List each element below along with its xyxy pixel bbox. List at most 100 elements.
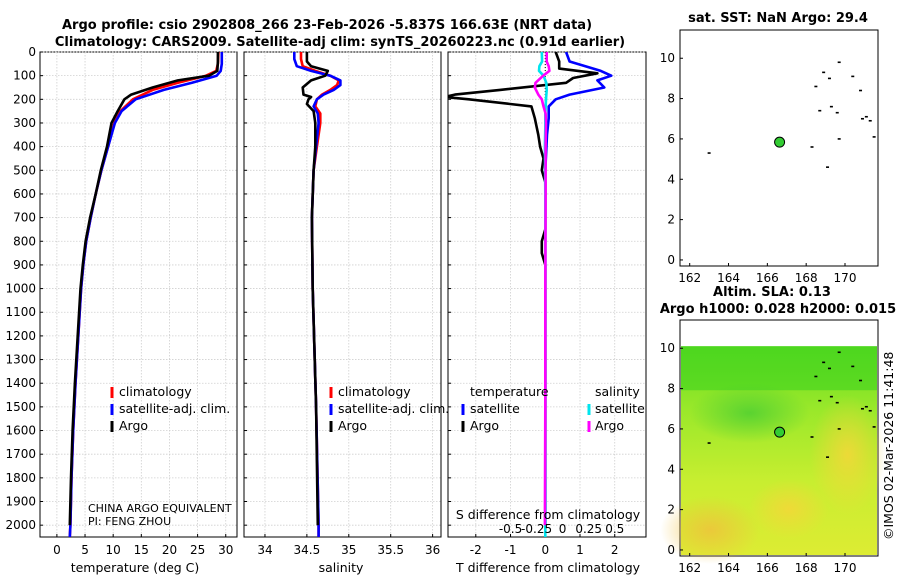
map-x-tick-label: 162 [678, 271, 701, 285]
depth-tick-label: 2000 [5, 518, 36, 532]
sst-map-ticks: 162 164 166 168 170 0 2 4 6 8 10 [660, 51, 857, 285]
salinity-legend: climatology satellite-adj. clim. Argo [329, 384, 449, 433]
x-tick-label: 30 [218, 543, 233, 557]
x-tick-label: 36 [425, 543, 440, 557]
legend-label-climatology: climatology [338, 384, 411, 399]
depth-tick-label: 1700 [5, 447, 36, 461]
sst-map-axes [679, 29, 879, 267]
x-tick-label: 10 [106, 543, 121, 557]
coastline-islet [835, 111, 839, 114]
coastline-islet [859, 379, 863, 382]
difference-xlabel-top: S difference from climatology [456, 507, 641, 522]
coastline-islet [837, 351, 841, 354]
map-y-tick-label: 4 [667, 462, 675, 476]
legend-header-temperature: temperature [470, 384, 549, 399]
coastline-islet [810, 146, 814, 148]
x-tick-label: 35.5 [377, 543, 404, 557]
coastline-islet [837, 138, 841, 140]
map-y-tick-label: 6 [667, 422, 675, 436]
depth-tick-label: 1500 [5, 400, 36, 414]
coastline-islet [827, 77, 831, 80]
sla-map-subtitle: Argo h1000: 0.028 h2000: 0.015 [660, 302, 896, 317]
s-diff-tick-label: -0.25 [521, 522, 552, 536]
depth-tick-label: 700 [13, 211, 36, 225]
pi-credit: PI: FENG ZHOU [88, 515, 171, 528]
legend-header-salinity: salinity [595, 384, 640, 399]
legend-label-s-satellite: satellite [595, 401, 645, 416]
series-line-argo [68, 52, 220, 526]
map-y-tick-label: 2 [667, 213, 675, 227]
map-y-tick-label: 2 [667, 503, 675, 517]
sla-map-float-marker [774, 426, 786, 438]
sla-map-coastline [707, 351, 876, 458]
x-tick-label: 5 [81, 543, 89, 557]
map-y-tick-label: 0 [667, 543, 675, 557]
depth-tick-label: 500 [13, 163, 36, 177]
depth-tick-label: 1300 [5, 353, 36, 367]
sla-map-title: Altim. SLA: 0.13 [713, 285, 831, 300]
coastline-islet [864, 115, 868, 118]
coastline-islet [707, 152, 711, 154]
series-line-argo [301, 52, 330, 526]
coastline-islet [868, 409, 872, 412]
x-tick-label: 0 [53, 543, 61, 557]
coastline-islet [872, 426, 876, 428]
temperature-xlabel: temperature (deg C) [71, 560, 200, 575]
coastline-islet [826, 456, 830, 458]
s-diff-tick-label: 0 [559, 522, 567, 536]
coastline-islet [826, 166, 830, 168]
coastline-islet [837, 428, 841, 430]
map-y-tick-label: 8 [667, 92, 675, 106]
coastline-islet [814, 85, 818, 88]
x-tick-label: 35 [341, 543, 356, 557]
coastline-islet [851, 75, 855, 78]
map-x-tick-label: 168 [795, 561, 818, 575]
figure-title-line1: Argo profile: csio 2902808_266 23-Feb-20… [62, 18, 592, 33]
depth-tick-label: 1600 [5, 424, 36, 438]
x-tick-label: 34 [257, 543, 272, 557]
coastline-islet [707, 442, 711, 444]
sla-anomaly-patch [809, 394, 886, 515]
temperature-grid [40, 51, 237, 537]
coastline-islet [835, 401, 839, 404]
legend-label-argo: Argo [119, 418, 148, 433]
map-x-tick-label: 164 [717, 561, 740, 575]
s-diff-tick-label: 0.25 [575, 522, 602, 536]
sla-map-ticks: 162 164 166 168 170 0 2 4 6 8 10 [660, 341, 857, 575]
sla-map-field [660, 346, 886, 564]
legend-label-satellite: satellite-adj. clim. [338, 401, 449, 416]
temperature-lines [68, 52, 224, 537]
institution-credit: CHINA ARGO EQUIVALENT [88, 502, 232, 515]
salinity-difference-axis: -0.5-0.25 0 0.25 0.5 [499, 522, 624, 536]
coastline-islet [827, 367, 831, 370]
series-line-salinity-argo [533, 52, 551, 526]
s-diff-tick-label: -0.5 [499, 522, 522, 536]
map-y-tick-label: 8 [667, 382, 675, 396]
x-tick-label: 0 [541, 543, 549, 557]
sla-anomaly-patch [689, 383, 810, 444]
coastline-islet [859, 89, 863, 92]
sla-field-high-band [681, 346, 877, 391]
legend-label-argo: Argo [338, 418, 367, 433]
sst-map-coastline [707, 61, 876, 168]
sst-map-float-marker [774, 136, 786, 148]
coastline-islet [837, 61, 841, 64]
depth-tick-label: 1800 [5, 471, 36, 485]
depth-tick-label: 1000 [5, 282, 36, 296]
x-tick-label: 20 [162, 543, 177, 557]
depth-axis: 0 100 200 300 400 500 600 700 800 900 1000 1100 1200… [5, 45, 36, 532]
figure-title-line2: Climatology: CARS2009. Satellite-adj cli… [55, 35, 625, 50]
map-x-tick-label: 170 [834, 271, 857, 285]
temperature-x-axis: 0 5 10 15 20 25 30 [53, 543, 233, 557]
depth-tick-label: 400 [13, 140, 36, 154]
salinity-xlabel: salinity [319, 560, 364, 575]
coastline-islet [810, 436, 814, 438]
salinity-x-axis: 34 34.5 35 35.5 36 [257, 543, 440, 557]
coastline-islet [818, 399, 822, 402]
salinity-grid [244, 51, 441, 537]
map-x-tick-label: 166 [756, 271, 779, 285]
coastline-islet [868, 119, 872, 122]
depth-tick-label: 600 [13, 187, 36, 201]
depth-tick-label: 800 [13, 234, 36, 248]
